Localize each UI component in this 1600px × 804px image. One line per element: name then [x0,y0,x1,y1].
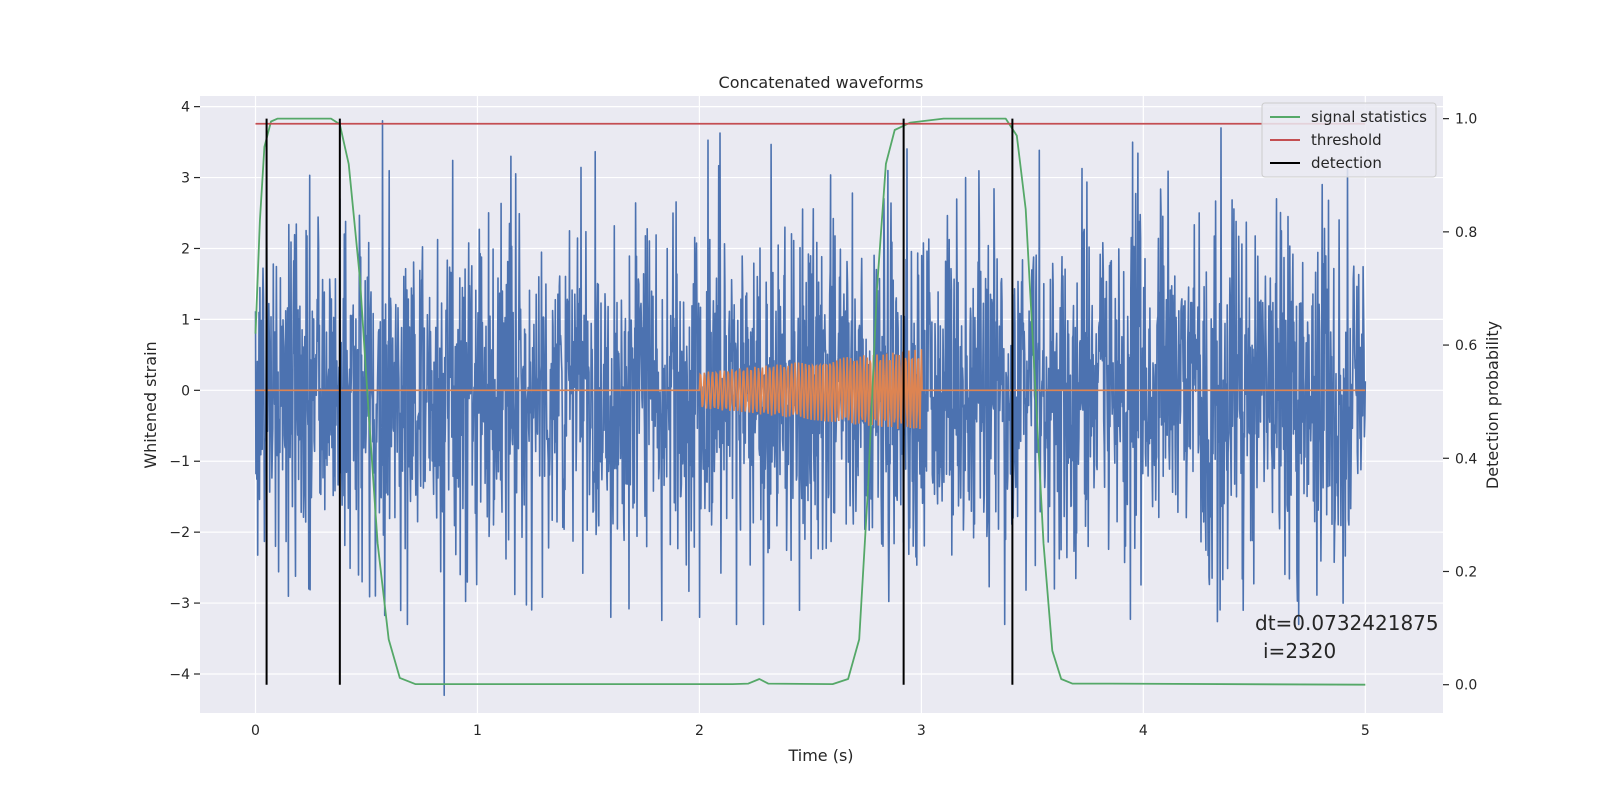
chart-title: Concatenated waveforms [719,73,924,92]
injected-waveform-line [255,349,1366,430]
y-axis-ticks: −4 −3 −2 −1 0 1 2 3 4 [169,100,200,683]
x-axis-label: Time (s) [787,746,853,765]
annotation-dt: dt=0.0732421875 [1255,611,1439,635]
legend-label-threshold: threshold [1311,131,1382,149]
legend-label-signal-statistics: signal statistics [1311,108,1427,126]
y-tick-label-1: −3 [169,596,190,612]
x-tick-label-4: 4 [1139,723,1148,739]
y2-tick-label-2: 0.4 [1455,451,1477,467]
y-tick-label-2: −2 [169,525,190,541]
y-tick-label-5: 1 [181,312,190,328]
x-tick-label-5: 5 [1361,723,1370,739]
y2-axis-ticks: 0.0 0.2 0.4 0.6 0.8 1.0 [1443,112,1477,694]
legend: signal statistics threshold detection [1261,102,1437,178]
annotation-index: i=2320 [1263,639,1336,663]
y2-axis-label: Detection probability [1483,321,1502,489]
y-tick-label-0: −4 [169,667,190,683]
legend-box [1261,102,1437,178]
x-tick-label-0: 0 [251,723,260,739]
y2-tick-label-4: 0.8 [1455,225,1477,241]
x-tick-label-2: 2 [695,723,704,739]
x-tick-label-1: 1 [473,723,482,739]
y-tick-label-7: 3 [181,171,190,187]
y-tick-label-8: 4 [181,100,190,116]
x-tick-label-3: 3 [917,723,926,739]
y-axis-label: Whitened strain [141,341,160,468]
y2-tick-label-5: 1.0 [1455,112,1477,128]
y-tick-label-3: −1 [169,454,190,470]
legend-label-detection: detection [1311,154,1382,172]
injected-waveform-series [255,349,1366,430]
y-tick-label-6: 2 [181,241,190,257]
y2-tick-label-1: 0.2 [1455,564,1477,580]
y2-tick-label-3: 0.6 [1455,338,1477,354]
y2-tick-label-0: 0.0 [1455,678,1477,694]
x-axis-ticks: 0 1 2 3 4 5 [251,723,1370,739]
y-tick-label-4: 0 [181,383,190,399]
detection-series [265,118,1014,685]
